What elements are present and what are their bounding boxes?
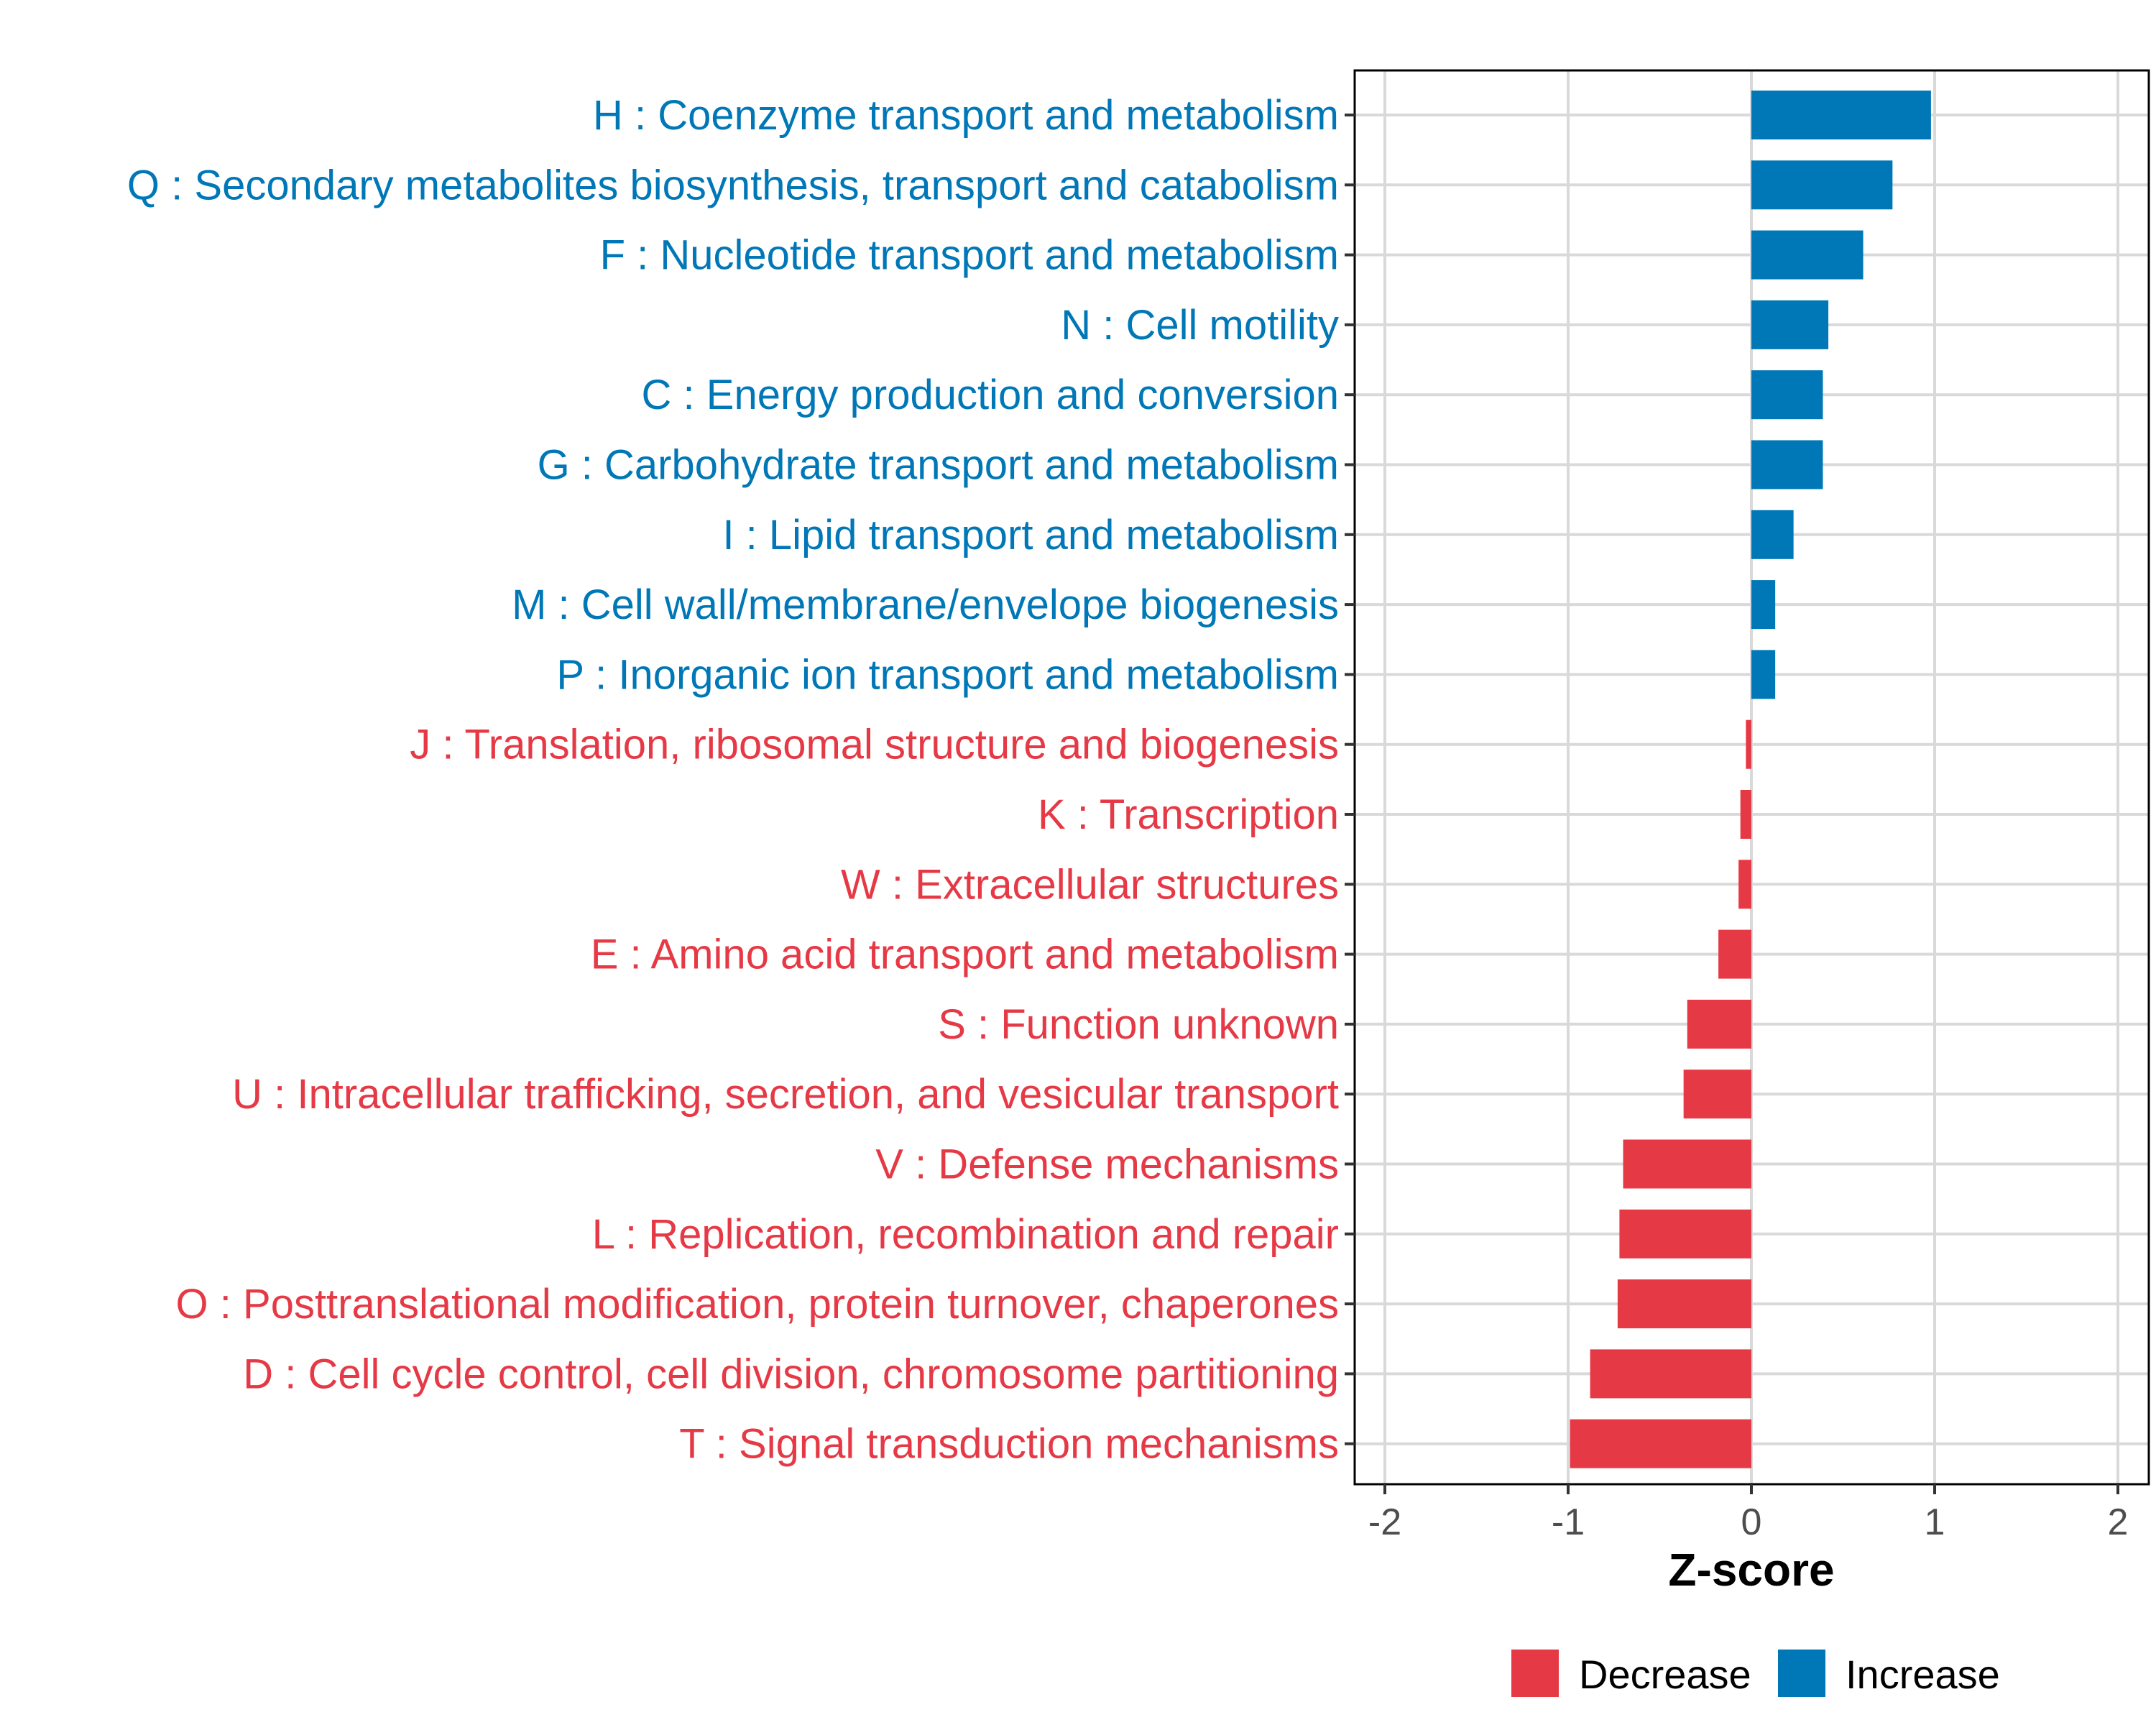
category-label: O : Posttranslational modification, prot…	[176, 1281, 1339, 1328]
bar-increase	[1751, 300, 1829, 349]
bar-increase	[1751, 160, 1893, 210]
category-label: F : Nucleotide transport and metabolism	[600, 232, 1339, 279]
bar-decrease	[1619, 1209, 1751, 1259]
bar-increase	[1751, 510, 1794, 559]
category-label: L : Replication, recombination and repai…	[592, 1211, 1339, 1258]
category-label: G : Carbohydrate transport and metabolis…	[538, 442, 1339, 489]
x-tick-label: 0	[1741, 1501, 1762, 1543]
bar-increase	[1751, 650, 1776, 699]
category-label: Q : Secondary metabolites biosynthesis, …	[127, 162, 1339, 208]
bar-decrease	[1746, 719, 1751, 769]
x-tick-label: -2	[1368, 1501, 1401, 1543]
category-label: V : Defense mechanisms	[875, 1141, 1339, 1188]
x-tick-label: -1	[1552, 1501, 1585, 1543]
bar-decrease	[1683, 1070, 1751, 1119]
category-label: I : Lipid transport and metabolism	[722, 512, 1339, 558]
category-label: D : Cell cycle control, cell division, c…	[243, 1351, 1339, 1397]
x-tick-label: 2	[2108, 1501, 2129, 1543]
legend-swatch-decrease	[1511, 1650, 1559, 1697]
category-label: W : Extracellular structures	[841, 861, 1339, 908]
x-axis: -2 -1 0 1 2	[1368, 1484, 2129, 1543]
bar-decrease	[1590, 1349, 1751, 1399]
bar-increase	[1751, 440, 1823, 489]
bar-decrease	[1740, 790, 1751, 839]
category-label: N : Cell motility	[1061, 302, 1339, 349]
bars	[1570, 91, 1931, 1468]
bar-decrease	[1738, 860, 1751, 909]
bar-decrease	[1687, 999, 1751, 1049]
y-axis: H : Coenzyme transport and metabolism Q :…	[127, 92, 1355, 1468]
bar-decrease	[1623, 1139, 1751, 1189]
category-label: J : Translation, ribosomal structure and…	[410, 722, 1339, 768]
legend-label-increase: Increase	[1846, 1652, 2000, 1697]
category-label: M : Cell wall/membrane/envelope biogenes…	[512, 581, 1339, 628]
bar-increase	[1751, 370, 1823, 420]
bar-decrease	[1617, 1279, 1751, 1329]
x-tick-label: 1	[1925, 1501, 1945, 1543]
legend: Decrease Increase	[1511, 1650, 2000, 1697]
category-label: P : Inorganic ion transport and metaboli…	[556, 651, 1339, 698]
x-axis-title: Z-score	[1668, 1544, 1834, 1596]
category-label: E : Amino acid transport and metabolism	[591, 932, 1339, 978]
legend-label-decrease: Decrease	[1579, 1652, 1751, 1697]
bar-increase	[1751, 580, 1776, 630]
category-label: H : Coenzyme transport and metabolism	[593, 92, 1339, 139]
category-label: K : Transcription	[1038, 791, 1339, 838]
category-label: T : Signal transduction mechanisms	[679, 1421, 1339, 1468]
bar-decrease	[1570, 1419, 1751, 1468]
bar-increase	[1751, 91, 1931, 139]
legend-swatch-increase	[1778, 1650, 1825, 1697]
bar-decrease	[1718, 929, 1751, 979]
category-label: U : Intracellular trafficking, secretion…	[232, 1071, 1339, 1118]
category-label: S : Function unknown	[938, 1001, 1339, 1048]
category-label: C : Energy production and conversion	[642, 372, 1339, 418]
bar-increase	[1751, 230, 1864, 280]
